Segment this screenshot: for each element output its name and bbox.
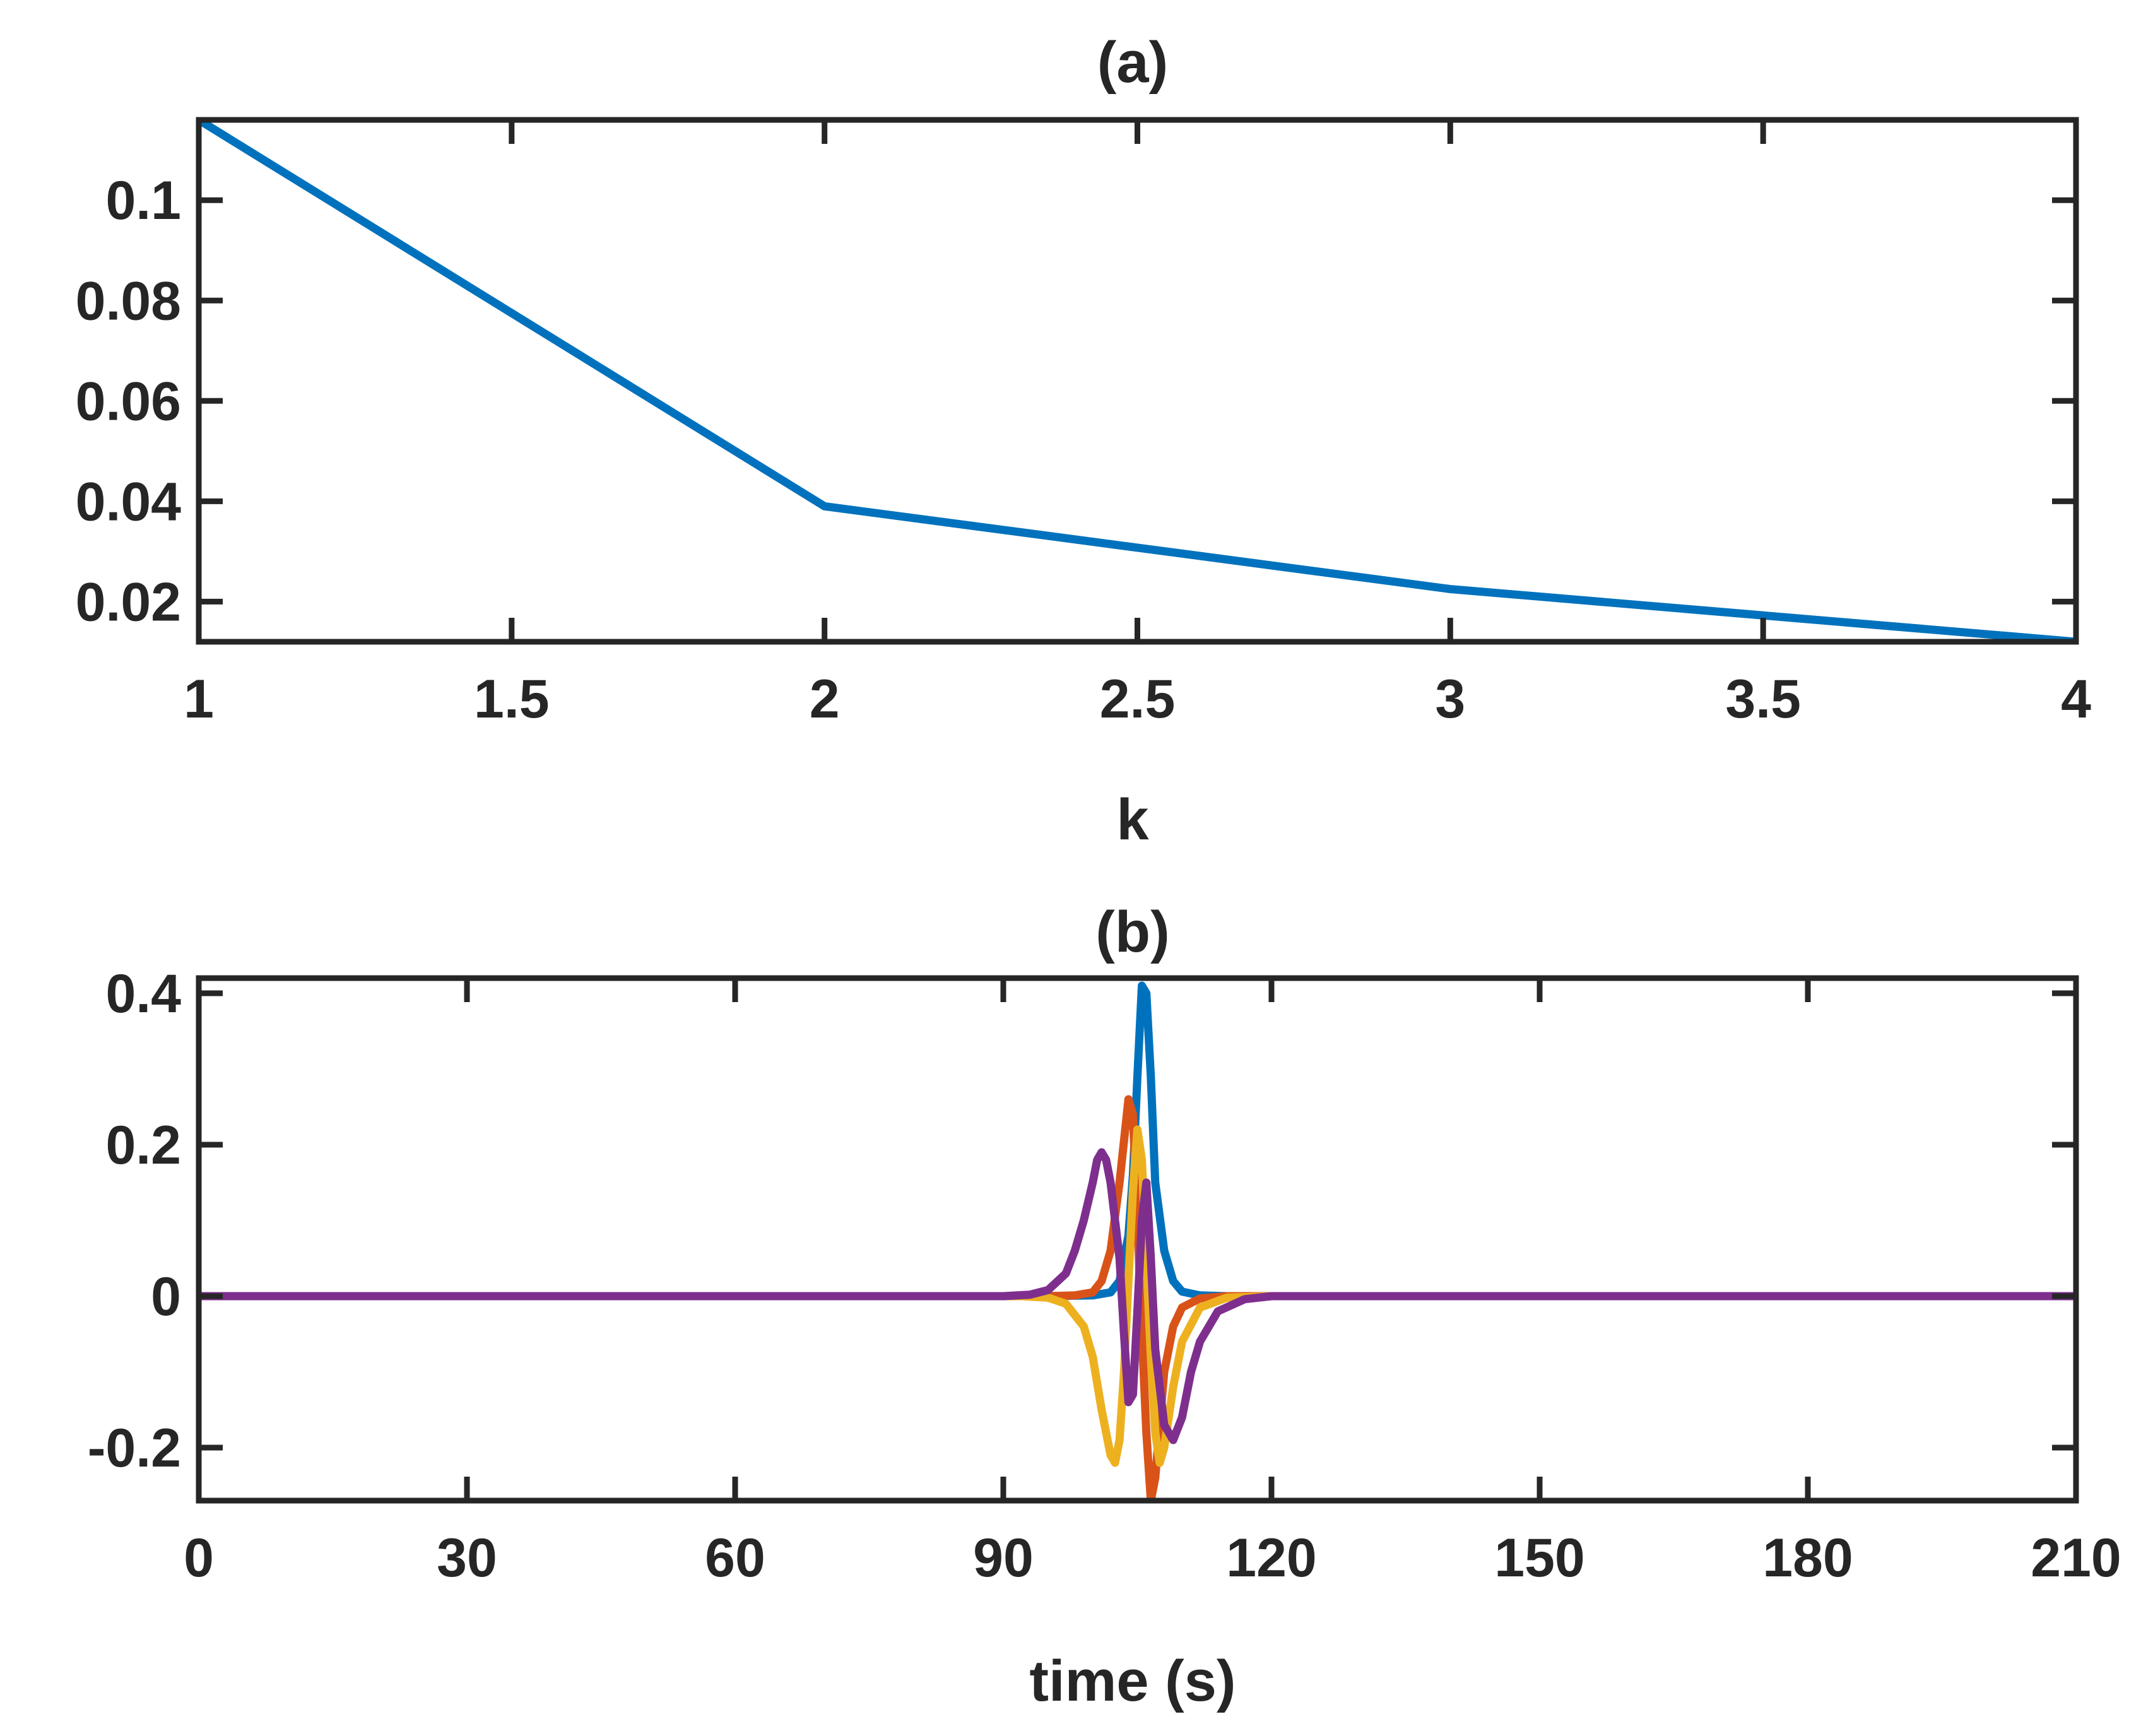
subplot-b-x-tick-label: 180 <box>1762 1528 1853 1588</box>
subplot-b-ticks <box>196 978 2079 1501</box>
subplot-b-title: (b) <box>1095 900 1169 964</box>
subplot-b-series-4-line <box>199 1148 2076 1444</box>
subplot-a-x-tick-label: 4 <box>2061 669 2091 729</box>
subplot-b-tick-labels: 0 30 60 90 120 150 180 210-0.200.20.4 <box>88 964 2121 1588</box>
subplot-a-tick-labels: 1 1.5 2 2.5 3 3.5 4 0.02 0.04 0.06 0.08 0.1 <box>76 170 2091 729</box>
subplot-b-series-3-line <box>199 1125 2076 1467</box>
subplot-b-y-tick-label: -0.2 <box>88 1418 181 1479</box>
subplot-a-series-group <box>199 120 2076 642</box>
subplot-b-x-tick-label: 120 <box>1226 1528 1317 1588</box>
subplot-a-x-axis-label: k <box>1116 788 1149 852</box>
subplot-a-x-tick-label: 1 <box>184 669 214 729</box>
subplot-a-x-tick-label: 3 <box>1435 669 1465 729</box>
subplot-a-x-tick-label: 3.5 <box>1725 669 1801 729</box>
subplot-a-x-tick-label: 2 <box>810 669 840 729</box>
subplot-b-x-tick-label: 210 <box>2031 1528 2121 1588</box>
subplot-b-y-tick-label: 0 <box>151 1267 181 1327</box>
subplot-a-y-tick-label: 0.06 <box>76 371 181 432</box>
subplot-b-x-tick-label: 60 <box>705 1528 765 1588</box>
subplot-b-x-tick-label: 0 <box>184 1528 214 1588</box>
subplot-b-series-group <box>199 981 2076 1501</box>
subplot-a-axes-box <box>196 117 2079 645</box>
subplot-b-series-1-line <box>199 981 2076 1301</box>
subplot-a-ticks <box>196 120 2079 642</box>
subplot-b-series-2-line <box>199 1095 2076 1501</box>
subplot-b-x-tick-label: 30 <box>437 1528 497 1588</box>
subplot-a: (a) 1 1.5 2 2.5 3 3.5 4 0.02 0.04 0.06 0.08 0.1 k <box>76 30 2091 852</box>
subplot-a-y-tick-label: 0.04 <box>76 471 182 532</box>
subplot-b-y-tick-label: 0.4 <box>105 964 181 1024</box>
subplot-a-x-tick-label: 1.5 <box>474 669 550 729</box>
subplot-a-plot-area <box>196 117 2079 645</box>
subplot-a-y-tick-label: 0.08 <box>76 271 181 331</box>
subplot-b-x-tick-label: 150 <box>1494 1528 1585 1588</box>
subplot-b: (b) 0 30 60 90 120 150 180 210-0.200.20.4 time … <box>88 900 2121 1713</box>
subplot-a-x-tick-label: 2.5 <box>1100 669 1176 729</box>
subplot-b-y-tick-label: 0.2 <box>105 1115 181 1176</box>
subplot-a-title: (a) <box>1097 30 1168 95</box>
subplot-b-axes-box <box>196 975 2079 1504</box>
subplot-a-series-1-line <box>199 120 2076 642</box>
subplot-a-y-tick-label: 0.1 <box>105 170 181 231</box>
subplot-b-x-tick-label: 90 <box>973 1528 1034 1588</box>
subplot-b-x-axis-label: time (s) <box>1029 1649 1236 1713</box>
subplot-b-plot-area <box>196 975 2079 1504</box>
subplot-a-y-tick-label: 0.02 <box>76 572 181 632</box>
